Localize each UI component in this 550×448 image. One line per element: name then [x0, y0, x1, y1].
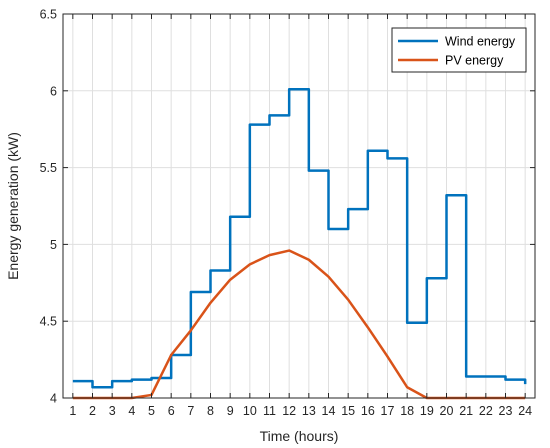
- x-tick-label: 23: [499, 404, 513, 418]
- plot-background: [63, 14, 535, 398]
- y-tick-label: 4.5: [40, 315, 57, 329]
- x-tick-label: 5: [148, 404, 155, 418]
- x-tick-label: 1: [69, 404, 76, 418]
- y-tick-label: 6: [50, 84, 57, 98]
- x-tick-label: 4: [128, 404, 135, 418]
- x-tick-label: 12: [282, 404, 296, 418]
- x-tick-label: 13: [302, 404, 316, 418]
- x-tick-label: 24: [518, 404, 532, 418]
- x-axis-title: Time (hours): [260, 428, 339, 444]
- legend-box: [391, 27, 527, 73]
- y-axis-title: Energy generation (kW): [5, 132, 21, 280]
- x-tick-label: 14: [322, 404, 336, 418]
- x-tick-label: 17: [381, 404, 395, 418]
- series-wind: [72, 88, 527, 389]
- plot-frame: [62, 13, 536, 399]
- x-tick-label: 10: [243, 404, 257, 418]
- legend-label: Wind energy: [445, 35, 516, 49]
- legend: Wind energy PV energy: [391, 27, 527, 73]
- x-tick-label: 7: [187, 404, 194, 418]
- axis-ticks: [63, 13, 535, 399]
- x-tick-label: 21: [459, 404, 473, 418]
- y-tick-labels: 4 4.5 5 5.5 6 6.5: [40, 8, 57, 406]
- x-tick-label: 9: [227, 404, 234, 418]
- y-tick-label: 6.5: [40, 8, 57, 22]
- x-tick-label: 18: [400, 404, 414, 418]
- y-tick-label: 5: [50, 238, 57, 252]
- x-tick-label: 15: [341, 404, 355, 418]
- y-tick-label: 5.5: [40, 161, 57, 175]
- x-tick-label: 22: [479, 404, 493, 418]
- x-tick-label: 8: [207, 404, 214, 418]
- y-tick-label: 4: [50, 392, 57, 406]
- series-line: [72, 88, 527, 389]
- x-tick-label: 16: [361, 404, 375, 418]
- x-tick-labels: 1 2 3 4 5 6 7 8 9 10 11 12 13 14 15 16 17 18 19 20 21 22 23 24: [69, 404, 532, 418]
- x-tick-label: 3: [109, 404, 116, 418]
- x-tick-label: 20: [440, 404, 454, 418]
- x-tick-label: 11: [263, 404, 276, 418]
- x-tick-label: 2: [89, 404, 96, 418]
- legend-label: PV energy: [445, 54, 504, 68]
- x-tick-label: 6: [168, 404, 175, 418]
- x-tick-label: 19: [420, 404, 434, 418]
